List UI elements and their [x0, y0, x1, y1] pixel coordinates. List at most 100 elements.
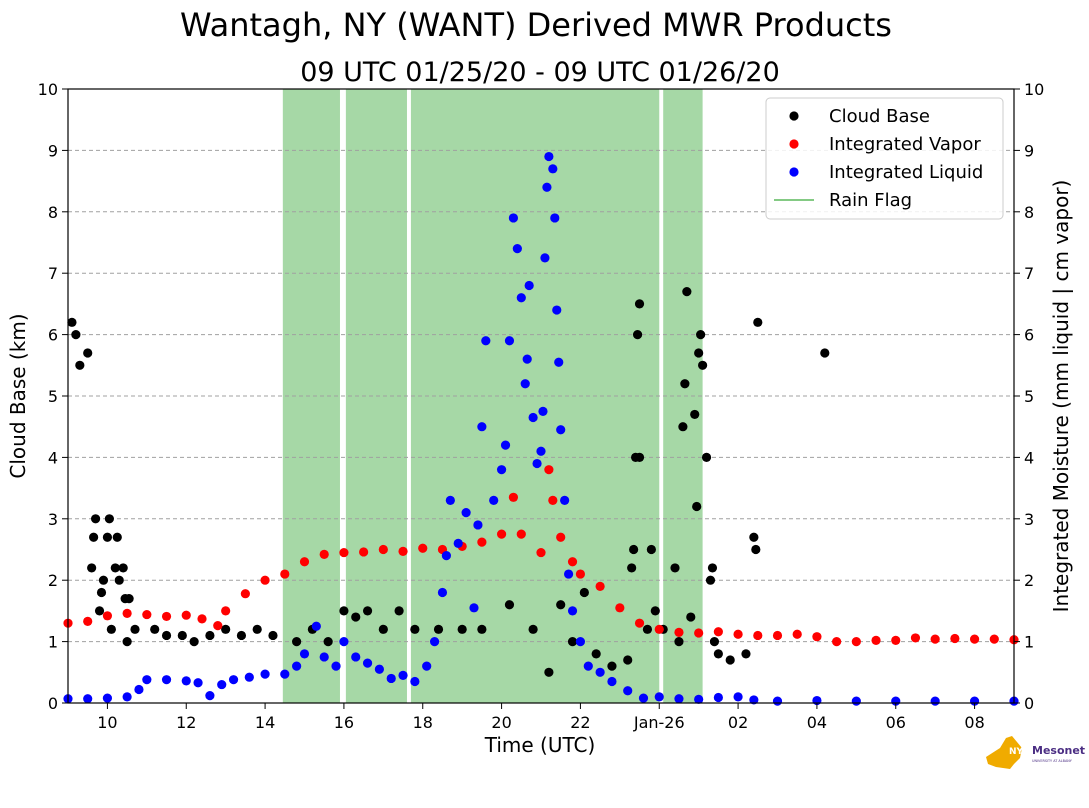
integrated-liquid-point [410, 676, 420, 687]
logo-badge: NYS [1009, 747, 1030, 757]
integrated-liquid-point [930, 696, 940, 706]
integrated-liquid-point [563, 569, 574, 579]
integrated-vapor-point [575, 569, 586, 579]
cloud-base-point [694, 348, 704, 358]
y-tick-label-left: 4 [48, 448, 58, 467]
integrated-vapor-point [516, 529, 526, 539]
cloud-base-point [692, 501, 702, 512]
cloud-base-point [118, 563, 128, 573]
cloud-base-point [820, 348, 830, 358]
integrated-liquid-point [386, 673, 396, 684]
cloud-base-point [394, 606, 404, 616]
cloud-base-point [725, 655, 735, 665]
chart-title: Wantagh, NY (WANT) Derived MWR Products [180, 6, 892, 44]
cloud-base-point [433, 624, 444, 634]
integrated-liquid-point [548, 164, 558, 174]
integrated-liquid-point [374, 664, 384, 674]
integrated-vapor-point [359, 547, 369, 557]
y-tick-label-right: 2 [1024, 571, 1034, 590]
cloud-base-point [102, 532, 113, 542]
y-tick-label-right: 5 [1024, 387, 1034, 406]
ny-state-icon [986, 736, 1022, 769]
integrated-liquid-point [516, 293, 526, 303]
integrated-liquid-point [489, 495, 499, 505]
integrated-vapor-point [544, 465, 554, 475]
cloud-base-point [323, 637, 333, 647]
integrated-liquid-point [351, 652, 361, 662]
cloud-base-point [709, 637, 720, 647]
y-tick-label-left: 10 [38, 80, 58, 99]
cloud-base-point [378, 624, 388, 634]
cloud-base-point [89, 532, 99, 542]
integrated-liquid-point [595, 667, 605, 677]
integrated-vapor-point [950, 633, 960, 644]
integrated-vapor-point [654, 624, 664, 634]
y-tick-label-right: 0 [1024, 694, 1034, 713]
integrated-vapor-point [142, 609, 152, 620]
integrated-liquid-point [522, 354, 532, 364]
integrated-liquid-point [556, 425, 566, 435]
integrated-liquid-point [339, 637, 349, 647]
integrated-liquid-point [102, 693, 113, 703]
legend-label-integrated-liquid: Integrated Liquid [829, 162, 983, 183]
integrated-vapor-point [161, 611, 172, 622]
y-axis-label-right: Integrated Moisture (mm liquid | cm vapo… [1049, 180, 1073, 613]
integrated-liquid-point [429, 637, 440, 647]
x-tick-label: 02 [728, 713, 748, 732]
cloud-base-point [177, 630, 187, 641]
cloud-base-point [634, 299, 645, 309]
cloud-base-point [83, 348, 93, 358]
cloud-base-point [623, 655, 633, 665]
integrated-liquid-point [496, 465, 507, 475]
integrated-vapor-point [280, 569, 290, 579]
gridlines [68, 149, 1014, 643]
logo-text: Mesonet [1032, 744, 1085, 757]
cloud-base-point [753, 317, 763, 327]
y-tick-label-left: 6 [48, 326, 58, 345]
cloud-base-point [686, 612, 696, 622]
chart-subtitle: 09 UTC 01/25/20 - 09 UTC 01/26/20 [300, 57, 780, 88]
cloud-base-point [579, 587, 589, 598]
cloud-base-point [236, 630, 247, 641]
integrated-liquid-point [469, 603, 479, 613]
integrated-vapor-point [753, 630, 763, 641]
integrated-liquid-point [205, 691, 215, 701]
cloud-base-point [607, 661, 617, 671]
integrated-liquid-point [749, 695, 759, 705]
cloud-base-point [674, 637, 684, 647]
integrated-liquid-point [542, 182, 552, 192]
integrated-vapor-point [733, 629, 743, 639]
integrated-liquid-point [500, 440, 511, 450]
integrated-liquid-point [851, 696, 861, 706]
cloud-base-point [96, 587, 107, 598]
x-tick-label: 04 [807, 713, 827, 732]
cloud-base-point [150, 624, 160, 634]
x-tick-label: 14 [255, 713, 275, 732]
integrated-liquid-point [161, 675, 172, 685]
integrated-liquid-point [83, 694, 93, 704]
integrated-liquid-point [694, 694, 704, 704]
cloud-base-point [650, 606, 660, 616]
integrated-vapor-point [319, 549, 329, 560]
y-tick-label-right: 3 [1024, 510, 1034, 529]
cloud-base-point [690, 409, 700, 420]
y-tick-label-left: 1 [48, 633, 58, 652]
integrated-vapor-point [634, 618, 645, 628]
integrated-vapor-point [260, 575, 270, 585]
y-tick-label-left: 0 [48, 694, 58, 713]
integrated-liquid-point [538, 406, 548, 416]
integrated-liquid-point [422, 661, 432, 671]
integrated-vapor-point [871, 635, 881, 645]
integrated-liquid-point [552, 305, 562, 315]
integrated-vapor-point [556, 532, 566, 542]
cloud-base-point [94, 606, 105, 616]
integrated-liquid-point [623, 686, 633, 696]
cloud-base-point [98, 575, 109, 585]
integrated-liquid-point [528, 412, 538, 423]
cloud-base-point [67, 317, 77, 327]
integrated-vapor-point [832, 637, 842, 647]
integrated-vapor-point [567, 557, 578, 567]
x-tick-label: 16 [334, 713, 354, 732]
integrated-liquid-point [520, 379, 530, 389]
logo-subtext: UNIVERSITY AT ALBANY [1032, 759, 1073, 763]
